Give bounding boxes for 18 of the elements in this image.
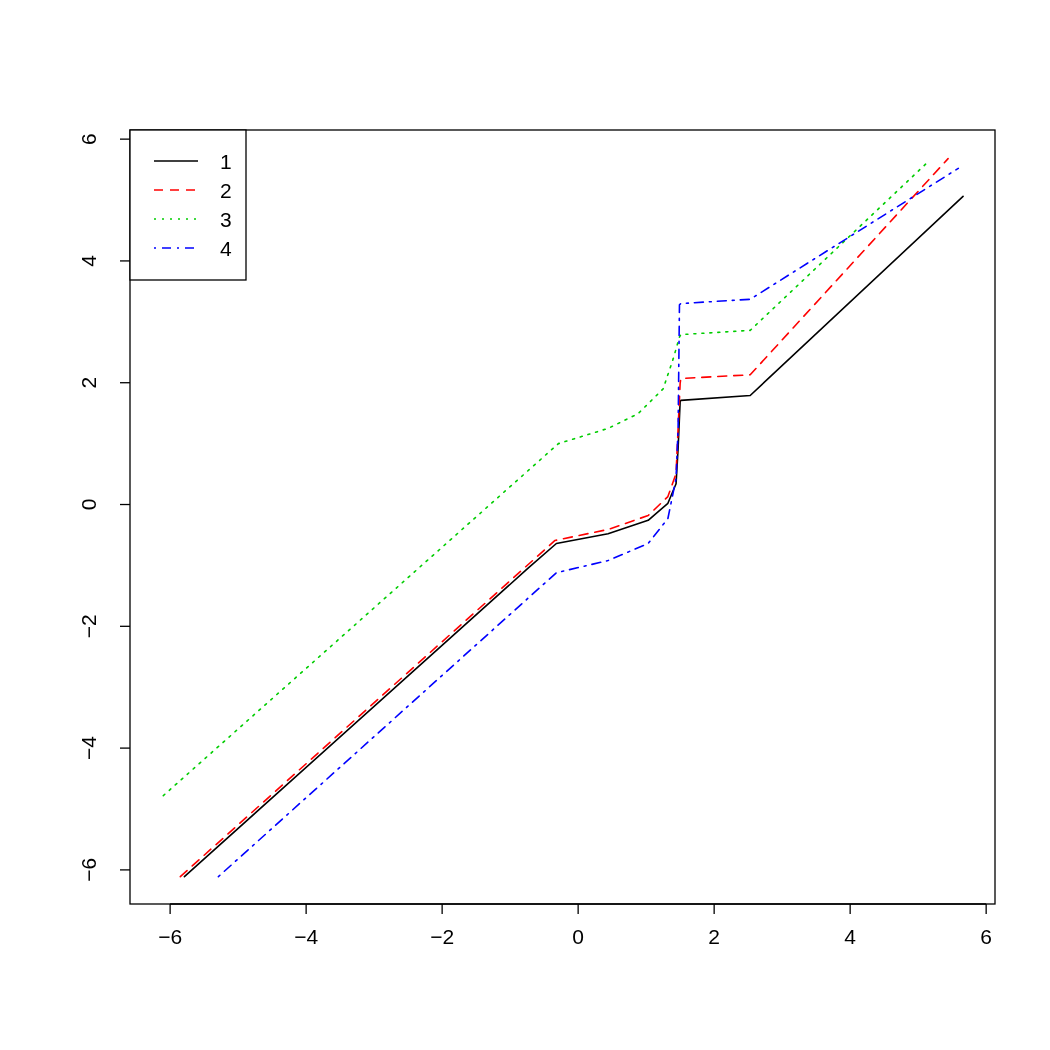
legend-label: 4 [220, 237, 232, 260]
x-tick-label: 2 [708, 925, 720, 948]
x-tick-label: −6 [158, 925, 183, 948]
x-tick-label: −4 [294, 925, 319, 948]
x-tick-label: 0 [572, 925, 584, 948]
y-tick-label: −6 [77, 857, 100, 882]
y-tick-label: −4 [77, 735, 100, 761]
x-tick-label: 6 [980, 925, 992, 948]
x-tick-label: 4 [844, 925, 857, 948]
y-tick-label: −2 [77, 614, 100, 639]
y-tick-label: 6 [77, 133, 100, 145]
y-tick-label: 4 [77, 254, 100, 267]
legend-label: 3 [220, 208, 232, 231]
legend-label: 2 [220, 179, 232, 202]
x-tick-label: −2 [430, 925, 455, 948]
y-tick-label: 0 [77, 498, 100, 511]
y-tick-label: 2 [77, 376, 100, 389]
legend-label: 1 [220, 150, 232, 173]
